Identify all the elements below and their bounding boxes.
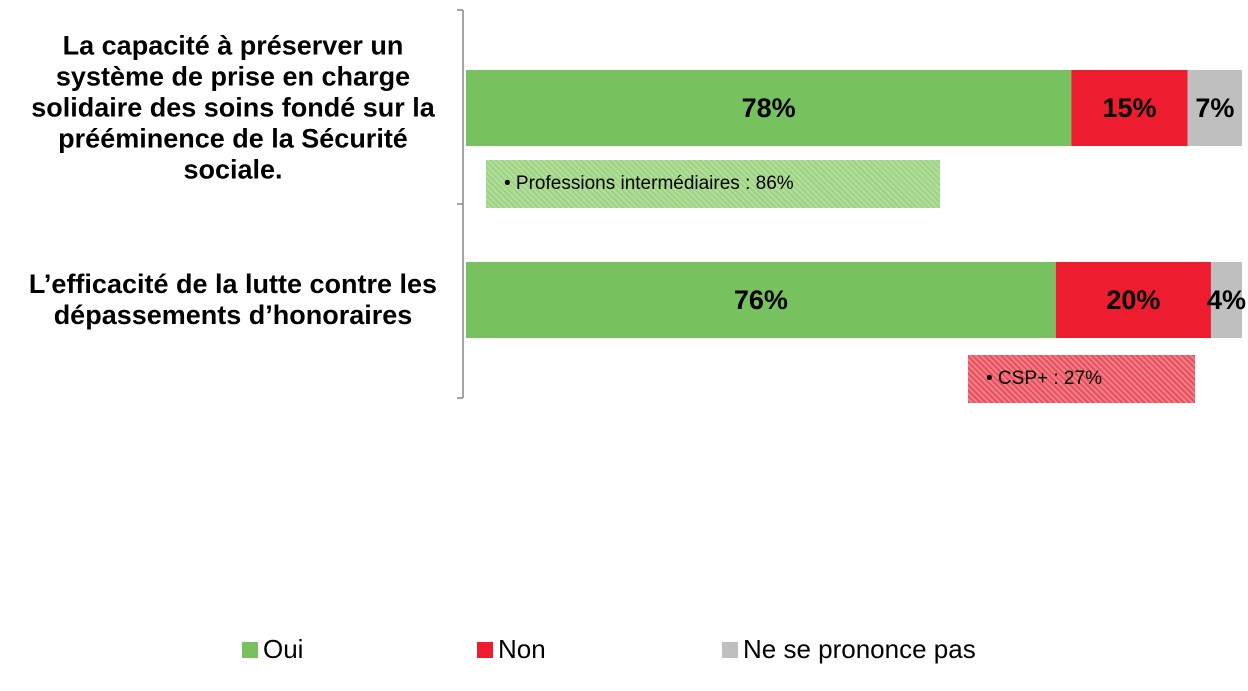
legend-swatch [477, 642, 493, 658]
bar-segment [1210, 262, 1242, 338]
data-label: 78% [742, 93, 796, 123]
data-label: 20% [1106, 285, 1160, 315]
data-label: 15% [1102, 93, 1156, 123]
bar-segment [466, 70, 1072, 146]
bar-segment [1187, 70, 1242, 146]
annotation: • CSP+ : 27% [968, 355, 1195, 403]
legend-swatch [722, 642, 738, 658]
bar-segment [1071, 70, 1188, 146]
annotation: • Professions intermédiaires : 86% [486, 160, 940, 208]
bar-segment [466, 262, 1056, 338]
legend-swatch [242, 642, 258, 658]
bar-segment [1055, 262, 1211, 338]
category-label: L’efficacité de la lutte contre les dépa… [28, 269, 438, 330]
data-label: 7% [1195, 93, 1234, 123]
data-label: 76% [734, 285, 788, 315]
data-label: 4% [1207, 285, 1246, 315]
legend-label: Ne se prononce pas [743, 634, 976, 664]
category-label: La capacité à préserver un système de pr… [31, 30, 435, 185]
legend-label: Oui [263, 634, 303, 664]
legend-label: Non [498, 634, 546, 664]
